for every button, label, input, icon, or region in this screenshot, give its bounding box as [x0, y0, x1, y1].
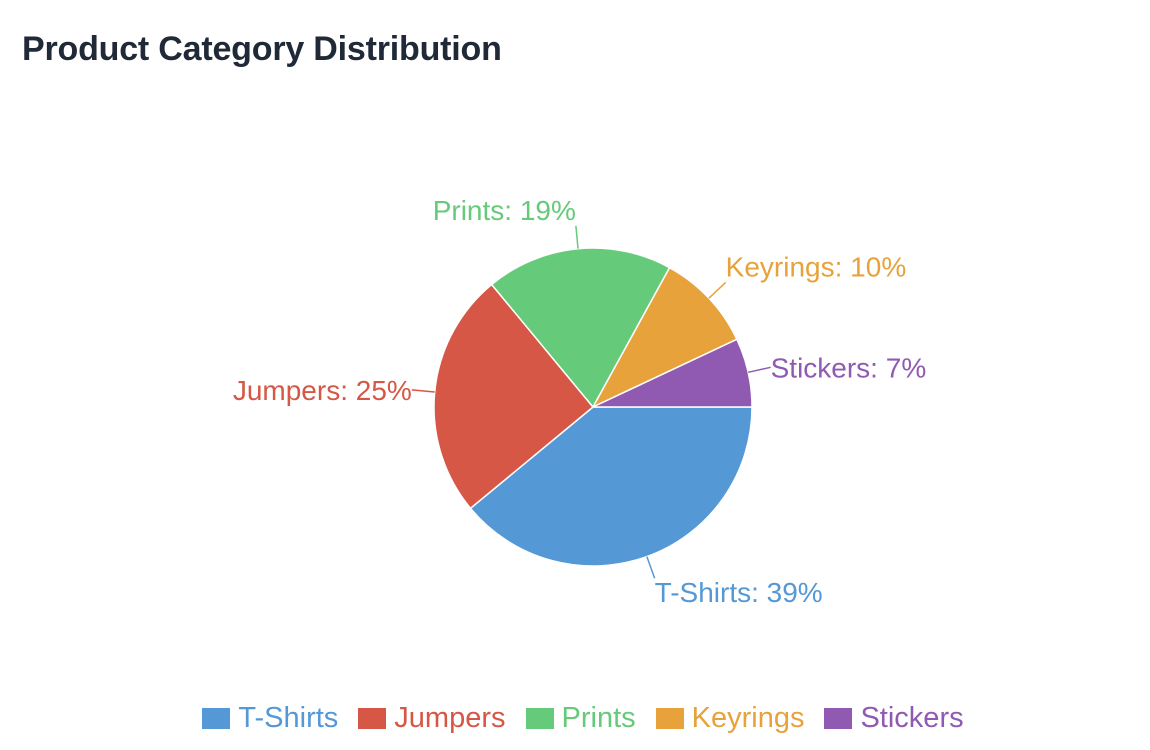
- pie-slice-prints[interactable]: [490, 247, 671, 408]
- legend-item-jumpers[interactable]: Jumpers: [358, 700, 506, 736]
- leader-line-t-shirts: [646, 556, 656, 579]
- legend-label-jumpers: Jumpers: [394, 702, 506, 734]
- leader-line-keyrings: [708, 281, 727, 299]
- slice-label-stickers: Stickers: 7%: [771, 352, 927, 383]
- slice-label-keyrings: Keyrings: 10%: [726, 251, 907, 282]
- leader-line-prints: [575, 225, 579, 249]
- legend-item-t-shirts[interactable]: T-Shirts: [202, 700, 338, 736]
- legend-label-keyrings: Keyrings: [691, 702, 805, 734]
- legend-label-stickers: Stickers: [860, 702, 964, 734]
- pie-chart: T-Shirts: 39% Jumpers: 25% Prints: 19% Keyr…: [233, 195, 926, 608]
- slice-label-jumpers: Jumpers: 25%: [233, 375, 412, 406]
- legend-swatch-stickers: [824, 707, 853, 729]
- chart-legend: T-Shirts Jumpers Prints Keyrings Stickers: [0, 700, 1150, 736]
- leader-line-stickers: [748, 366, 771, 374]
- leader-line-jumpers: [411, 389, 435, 393]
- pie-slices: [433, 247, 753, 567]
- legend-item-prints[interactable]: Prints: [525, 700, 636, 736]
- chart-title: Product Category Distribution: [22, 30, 502, 68]
- legend-swatch-t-shirts: [202, 707, 231, 729]
- legend-label-prints: Prints: [561, 702, 636, 734]
- legend-label-t-shirts: T-Shirts: [238, 702, 339, 734]
- pie-slice-keyrings[interactable]: [592, 266, 738, 408]
- legend-swatch-keyrings: [655, 707, 684, 729]
- slice-label-t-shirts: T-Shirts: 39%: [655, 577, 823, 608]
- legend-item-stickers[interactable]: Stickers: [824, 700, 964, 736]
- slice-labels: T-Shirts: 39% Jumpers: 25% Prints: 19% Keyr…: [233, 195, 926, 608]
- legend-swatch-jumpers: [358, 707, 387, 729]
- legend-swatch-prints: [525, 707, 554, 729]
- legend-item-keyrings[interactable]: Keyrings: [655, 700, 805, 736]
- pie-slice-stickers[interactable]: [592, 338, 753, 408]
- slice-label-prints: Prints: 19%: [433, 195, 576, 226]
